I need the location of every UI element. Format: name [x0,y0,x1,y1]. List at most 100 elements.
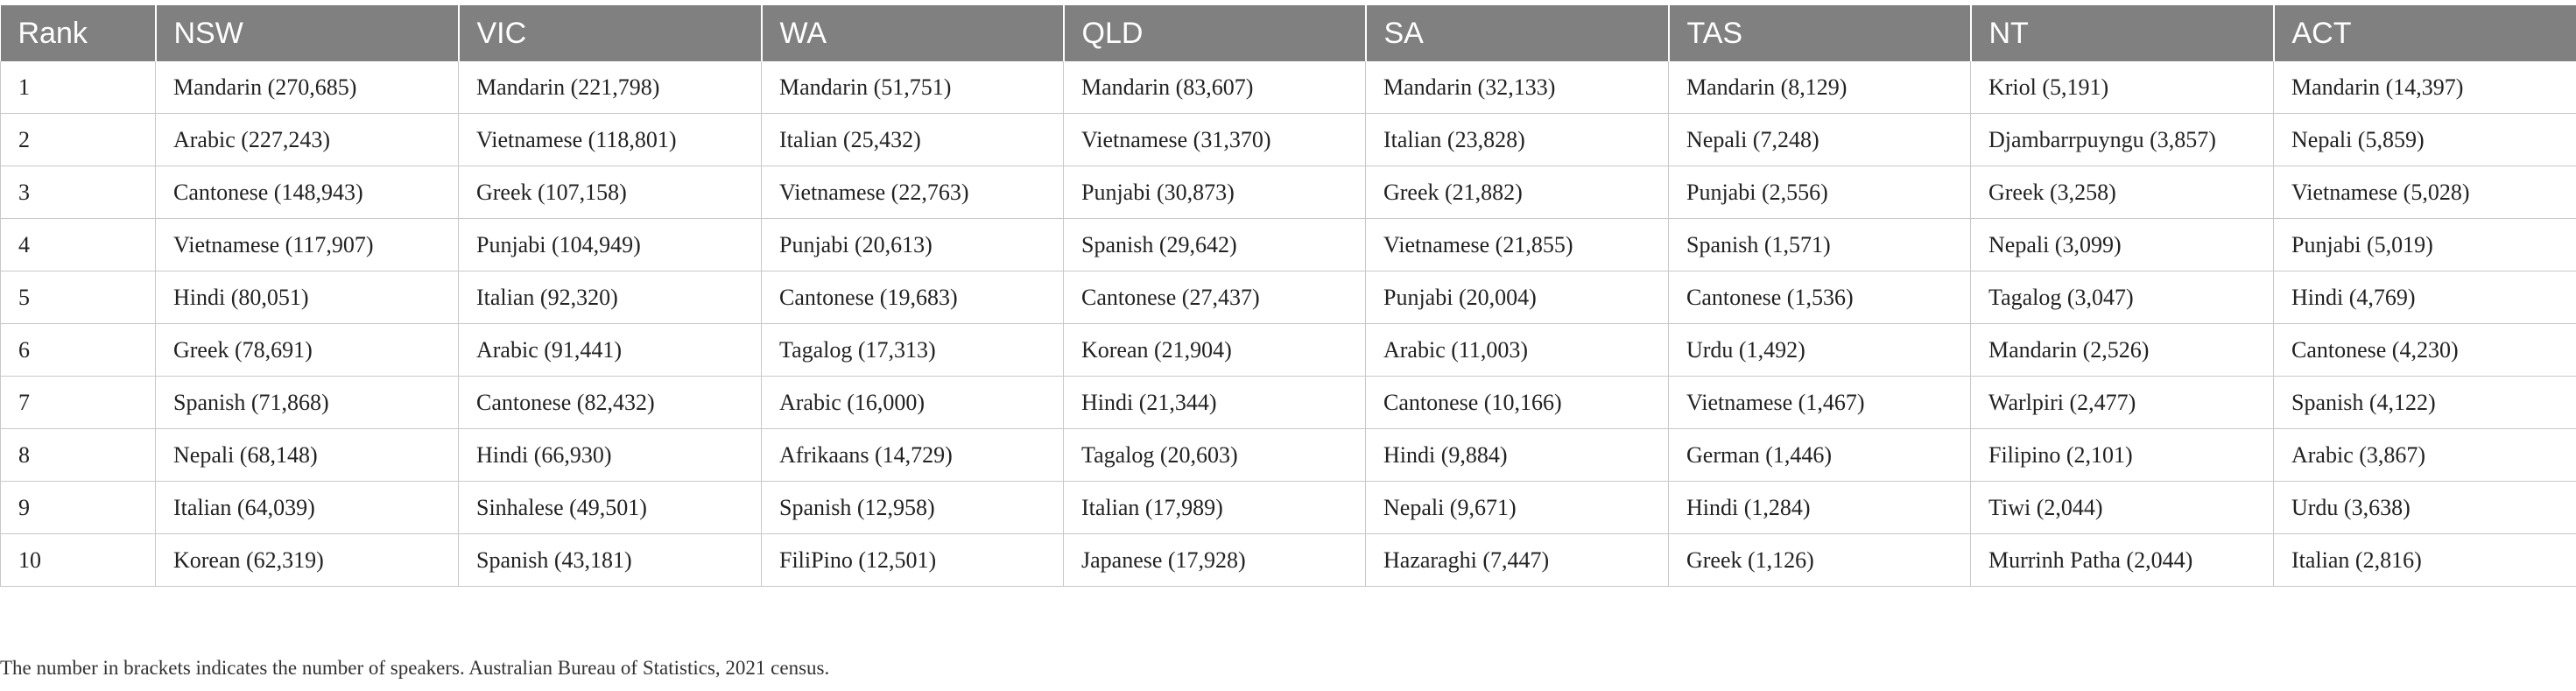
table-header: Rank NSW VIC WA QLD SA TAS NT ACT [0,5,2576,61]
language-cell: Mandarin (270,685) [155,61,459,114]
language-cell: Hindi (9,884) [1365,428,1669,482]
language-cell: Nepali (9,671) [1365,481,1669,534]
language-cell: Hindi (4,769) [2273,271,2576,324]
language-cell: Sinhalese (49,501) [458,481,762,534]
language-cell: Greek (21,882) [1365,166,1669,219]
language-cell: Nepali (5,859) [2273,113,2576,166]
language-cell: Arabic (16,000) [761,376,1064,429]
language-cell: Nepali (7,248) [1668,113,1971,166]
language-cell: Mandarin (14,397) [2273,61,2576,114]
language-cell: Tiwi (2,044) [1970,481,2274,534]
language-cell: Arabic (91,441) [458,323,762,377]
language-cell: Greek (107,158) [458,166,762,219]
rank-cell: 8 [0,428,156,482]
language-cell: Hindi (21,344) [1063,376,1366,429]
column-header-nsw: NSW [155,5,460,61]
table-row: 9 Italian (64,039) Sinhalese (49,501) Spani… [0,481,2576,534]
language-cell: Spanish (43,181) [458,533,762,587]
language-cell: Mandarin (221,798) [458,61,762,114]
language-cell: Italian (17,989) [1063,481,1366,534]
column-header-qld: QLD [1063,5,1367,61]
language-cell: Italian (2,816) [2273,533,2576,587]
language-cell: Tagalog (3,047) [1970,271,2274,324]
language-cell: Italian (25,432) [761,113,1064,166]
languages-table: Rank NSW VIC WA QLD SA TAS NT ACT 1 Mandarin (270… [0,5,2576,587]
language-cell: Korean (21,904) [1063,323,1366,377]
language-cell: Punjabi (5,019) [2273,218,2576,271]
language-cell: Italian (92,320) [458,271,762,324]
language-cell: Greek (1,126) [1668,533,1971,587]
language-cell: Warlpiri (2,477) [1970,376,2274,429]
language-cell: Cantonese (19,683) [761,271,1064,324]
language-cell: Greek (78,691) [155,323,459,377]
language-cell: Cantonese (82,432) [458,376,762,429]
language-cell: Cantonese (1,536) [1668,271,1971,324]
language-cell: Spanish (1,571) [1668,218,1971,271]
language-cell: Nepali (68,148) [155,428,459,482]
language-cell: Vietnamese (22,763) [761,166,1064,219]
language-cell: Vietnamese (117,907) [155,218,459,271]
language-cell: Afrikaans (14,729) [761,428,1064,482]
language-cell: Hazaraghi (7,447) [1365,533,1669,587]
language-cell: Urdu (1,492) [1668,323,1971,377]
language-cell: Spanish (71,868) [155,376,459,429]
column-header-wa: WA [761,5,1065,61]
table-row: 8 Nepali (68,148) Hindi (66,930) Afrikaans … [0,428,2576,482]
language-cell: Mandarin (32,133) [1365,61,1669,114]
language-cell: Urdu (3,638) [2273,481,2576,534]
language-cell: FiliPino (12,501) [761,533,1064,587]
language-cell: Japanese (17,928) [1063,533,1366,587]
language-cell: Vietnamese (21,855) [1365,218,1669,271]
language-cell: Punjabi (30,873) [1063,166,1366,219]
language-cell: Punjabi (20,613) [761,218,1064,271]
language-cell: Mandarin (8,129) [1668,61,1971,114]
language-cell: Vietnamese (31,370) [1063,113,1366,166]
language-cell: Tagalog (17,313) [761,323,1064,377]
rank-cell: 3 [0,166,156,219]
footnote: The number in brackets indicates the num… [0,657,830,679]
language-cell: Arabic (3,867) [2273,428,2576,482]
language-cell: Cantonese (148,943) [155,166,459,219]
language-cell: Spanish (4,122) [2273,376,2576,429]
column-header-sa: SA [1365,5,1670,61]
rank-cell: 6 [0,323,156,377]
language-cell: Hindi (1,284) [1668,481,1971,534]
language-cell: Arabic (227,243) [155,113,459,166]
language-cell: Vietnamese (1,467) [1668,376,1971,429]
language-cell: Punjabi (2,556) [1668,166,1971,219]
column-header-rank: Rank [0,5,157,61]
language-cell: Filipino (2,101) [1970,428,2274,482]
language-cell: Mandarin (2,526) [1970,323,2274,377]
language-cell: Hindi (80,051) [155,271,459,324]
column-header-tas: TAS [1668,5,1972,61]
table-row: 2 Arabic (227,243) Vietnamese (118,801) Ita… [0,113,2576,166]
language-cell: Vietnamese (118,801) [458,113,762,166]
language-cell: Cantonese (10,166) [1365,376,1669,429]
rank-cell: 4 [0,218,156,271]
language-cell: Punjabi (20,004) [1365,271,1669,324]
table-row: 6 Greek (78,691) Arabic (91,441) Tagalog (1… [0,323,2576,377]
column-header-nt: NT [1970,5,2275,61]
language-cell: Vietnamese (5,028) [2273,166,2576,219]
rank-cell: 2 [0,113,156,166]
table-row: 1 Mandarin (270,685) Mandarin (221,798) Man… [0,61,2576,114]
language-cell: Tagalog (20,603) [1063,428,1366,482]
column-header-act: ACT [2273,5,2576,61]
language-cell: Arabic (11,003) [1365,323,1669,377]
header-row: Rank NSW VIC WA QLD SA TAS NT ACT [0,5,2576,61]
language-cell: Italian (64,039) [155,481,459,534]
language-cell: Mandarin (83,607) [1063,61,1366,114]
language-cell: Djambarrpuyngu (3,857) [1970,113,2274,166]
language-cell: Spanish (29,642) [1063,218,1366,271]
language-cell: Italian (23,828) [1365,113,1669,166]
language-cell: Spanish (12,958) [761,481,1064,534]
table-body: 1 Mandarin (270,685) Mandarin (221,798) Man… [0,61,2576,587]
table-row: 3 Cantonese (148,943) Greek (107,158) Vietn… [0,166,2576,219]
language-cell: Nepali (3,099) [1970,218,2274,271]
language-cell: Mandarin (51,751) [761,61,1064,114]
column-header-vic: VIC [458,5,763,61]
rank-cell: 5 [0,271,156,324]
language-cell: Murrinh Patha (2,044) [1970,533,2274,587]
language-cell: Greek (3,258) [1970,166,2274,219]
rank-cell: 9 [0,481,156,534]
